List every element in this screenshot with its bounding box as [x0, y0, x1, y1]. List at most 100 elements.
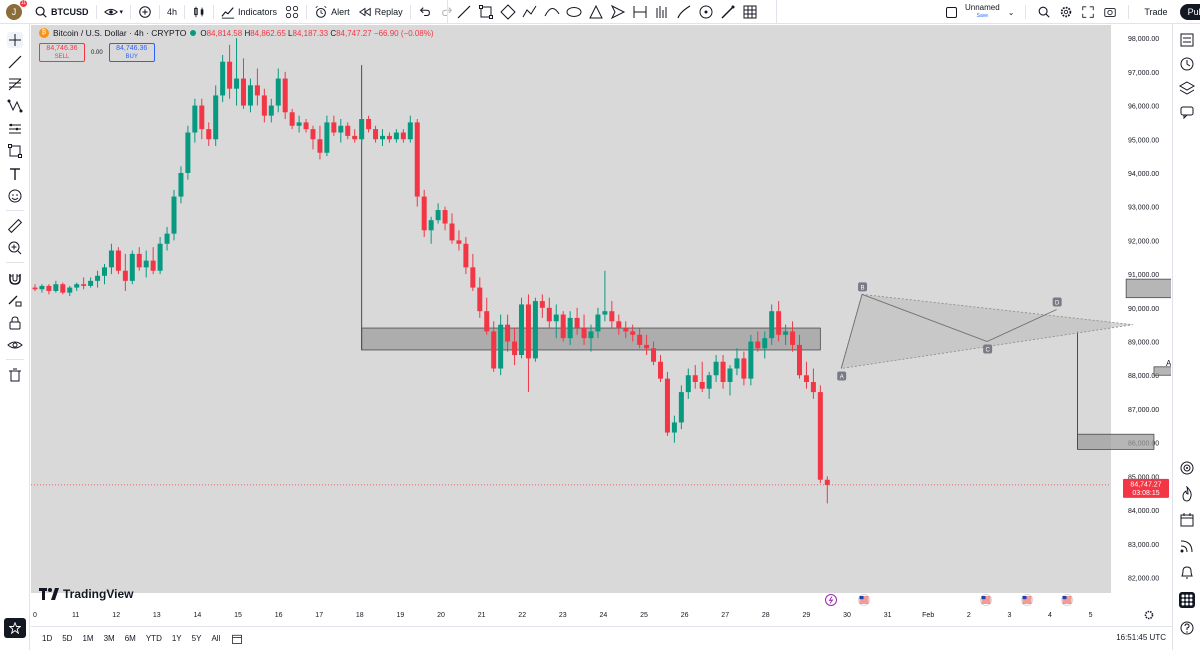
candle-body [95, 275, 101, 281]
indicators-button[interactable]: Indicators [217, 1, 281, 23]
volume-profile-icon[interactable] [654, 4, 670, 20]
path-icon[interactable] [522, 4, 538, 20]
price-tick-label: 95,000.00 [1128, 137, 1159, 144]
candle-body [435, 210, 441, 221]
curve-icon[interactable] [544, 4, 560, 20]
table-icon[interactable] [742, 4, 758, 20]
hide-drawings-tool[interactable] [7, 337, 23, 353]
pattern-point-marker[interactable] [858, 282, 868, 292]
range-1y[interactable]: 1Y [171, 634, 182, 643]
brush-icon[interactable] [676, 4, 692, 20]
stay-in-drawing-tool[interactable] [7, 292, 23, 308]
crosshair-tool[interactable] [7, 32, 23, 48]
axis-settings-gear-icon[interactable] [1144, 610, 1154, 620]
sell-button[interactable]: 84,746.36 SELL [39, 43, 85, 62]
compare-button[interactable]: ▾ [100, 1, 128, 23]
pattern-point-marker[interactable] [837, 371, 847, 381]
notifications-button[interactable] [1179, 564, 1195, 580]
range-5d[interactable]: 5D [62, 634, 73, 643]
geometric-shapes-tool[interactable] [7, 143, 23, 159]
quick-search-icon[interactable] [1037, 5, 1051, 19]
symbol-search[interactable]: BTCUSD [30, 1, 93, 23]
range-all[interactable]: All [211, 634, 221, 643]
price-tick-label: 94,000.00 [1128, 171, 1159, 178]
time-tick-label: 23 [559, 612, 567, 619]
date-range-icon[interactable] [632, 4, 648, 20]
object-tree-button[interactable] [1178, 80, 1196, 96]
pen-icon[interactable] [720, 4, 736, 20]
layout-checkbox[interactable] [946, 6, 957, 18]
candle-body [46, 285, 52, 291]
apps-button[interactable] [1179, 592, 1195, 608]
fire-icon [1182, 485, 1192, 502]
trend-line-icon[interactable] [456, 4, 472, 20]
remove-drawings-tool[interactable] [7, 367, 23, 383]
zone-box[interactable] [1153, 366, 1171, 376]
icons-tool[interactable] [7, 188, 23, 204]
range-3m[interactable]: 3M [103, 634, 115, 643]
trade-button[interactable]: Trade [1144, 7, 1168, 17]
help-button[interactable] [1179, 620, 1195, 636]
drawing-toolbar [447, 0, 777, 24]
star-icon [9, 622, 21, 634]
camera-icon[interactable] [1103, 5, 1117, 19]
ideas-button[interactable] [1179, 460, 1195, 476]
chart-title[interactable]: Bitcoin / U.S. Dollar · 4h · CRYPTO [53, 28, 187, 38]
last-price-badge[interactable] [1123, 478, 1169, 498]
arrow-icon[interactable] [610, 4, 626, 20]
news-button[interactable] [1179, 538, 1195, 554]
alerts-panel-button[interactable] [1179, 56, 1195, 72]
replay-button[interactable]: Replay [354, 1, 407, 23]
chart-type-button[interactable] [188, 1, 210, 23]
ellipse-icon[interactable] [566, 4, 582, 20]
range-6m[interactable]: 6M [124, 634, 136, 643]
circle-icon[interactable] [698, 4, 714, 20]
trend-line-tool[interactable] [7, 54, 23, 70]
interval-button[interactable]: 4h [163, 1, 181, 23]
zone-box[interactable] [1125, 278, 1171, 299]
rotated-rectangle-icon[interactable] [500, 4, 516, 20]
chats-button[interactable] [1179, 104, 1195, 120]
utc-clock[interactable]: 16:51:45 UTC [1116, 633, 1166, 642]
watchlist-button[interactable] [1179, 32, 1195, 48]
pattern-tool[interactable] [7, 98, 23, 114]
rectangle-icon[interactable] [478, 4, 494, 20]
chevron-down-icon[interactable]: ⌄ [1007, 7, 1015, 17]
zone-box[interactable] [1077, 433, 1155, 450]
range-1d[interactable]: 1D [42, 634, 53, 643]
redo-button[interactable] [436, 1, 458, 23]
measure-tool[interactable] [7, 218, 23, 234]
pattern-point-marker[interactable] [1052, 297, 1062, 307]
symbol-label: BTCUSD [51, 6, 89, 17]
hotlists-button[interactable] [1179, 485, 1195, 502]
fib-tool[interactable] [7, 76, 23, 92]
undo-button[interactable] [414, 1, 436, 23]
lock-drawings-tool[interactable] [7, 315, 23, 331]
user-avatar[interactable]: J 11 [6, 0, 27, 20]
date-range-calendar-icon[interactable] [231, 633, 243, 645]
magnet-tool[interactable] [7, 270, 23, 286]
price-chart[interactable]: 98,000.00 97,000.00 96,000.00 95,000.00 94,0… [31, 25, 1171, 625]
favorites-button[interactable] [4, 618, 26, 638]
layout-name[interactable]: Unnamed Save [965, 3, 1000, 21]
candle-body [560, 314, 566, 339]
add-symbol-button[interactable] [134, 1, 156, 23]
calendar-button[interactable] [1179, 512, 1195, 528]
zoom-tool[interactable] [7, 240, 23, 256]
range-ytd[interactable]: YTD [145, 634, 162, 643]
templates-button[interactable] [281, 1, 303, 23]
range-5y[interactable]: 5Y [191, 634, 202, 643]
pattern-point-marker[interactable] [983, 344, 993, 354]
replay-label: Replay [374, 6, 403, 17]
range-1m[interactable]: 1M [82, 634, 94, 643]
alert-button[interactable]: Alert [310, 1, 354, 23]
chart-pane[interactable]: 98,000.00 97,000.00 96,000.00 95,000.00 94,0… [31, 25, 1171, 625]
indicators-icon [221, 6, 235, 19]
text-tool[interactable] [7, 166, 23, 182]
forecast-tool[interactable] [7, 121, 23, 137]
triangle-icon[interactable] [588, 4, 604, 20]
gear-icon[interactable] [1059, 5, 1073, 19]
fullscreen-icon[interactable] [1081, 5, 1095, 19]
buy-button[interactable]: 84,746.36 BUY [108, 43, 155, 62]
publish-button[interactable]: Publish [1179, 4, 1200, 20]
